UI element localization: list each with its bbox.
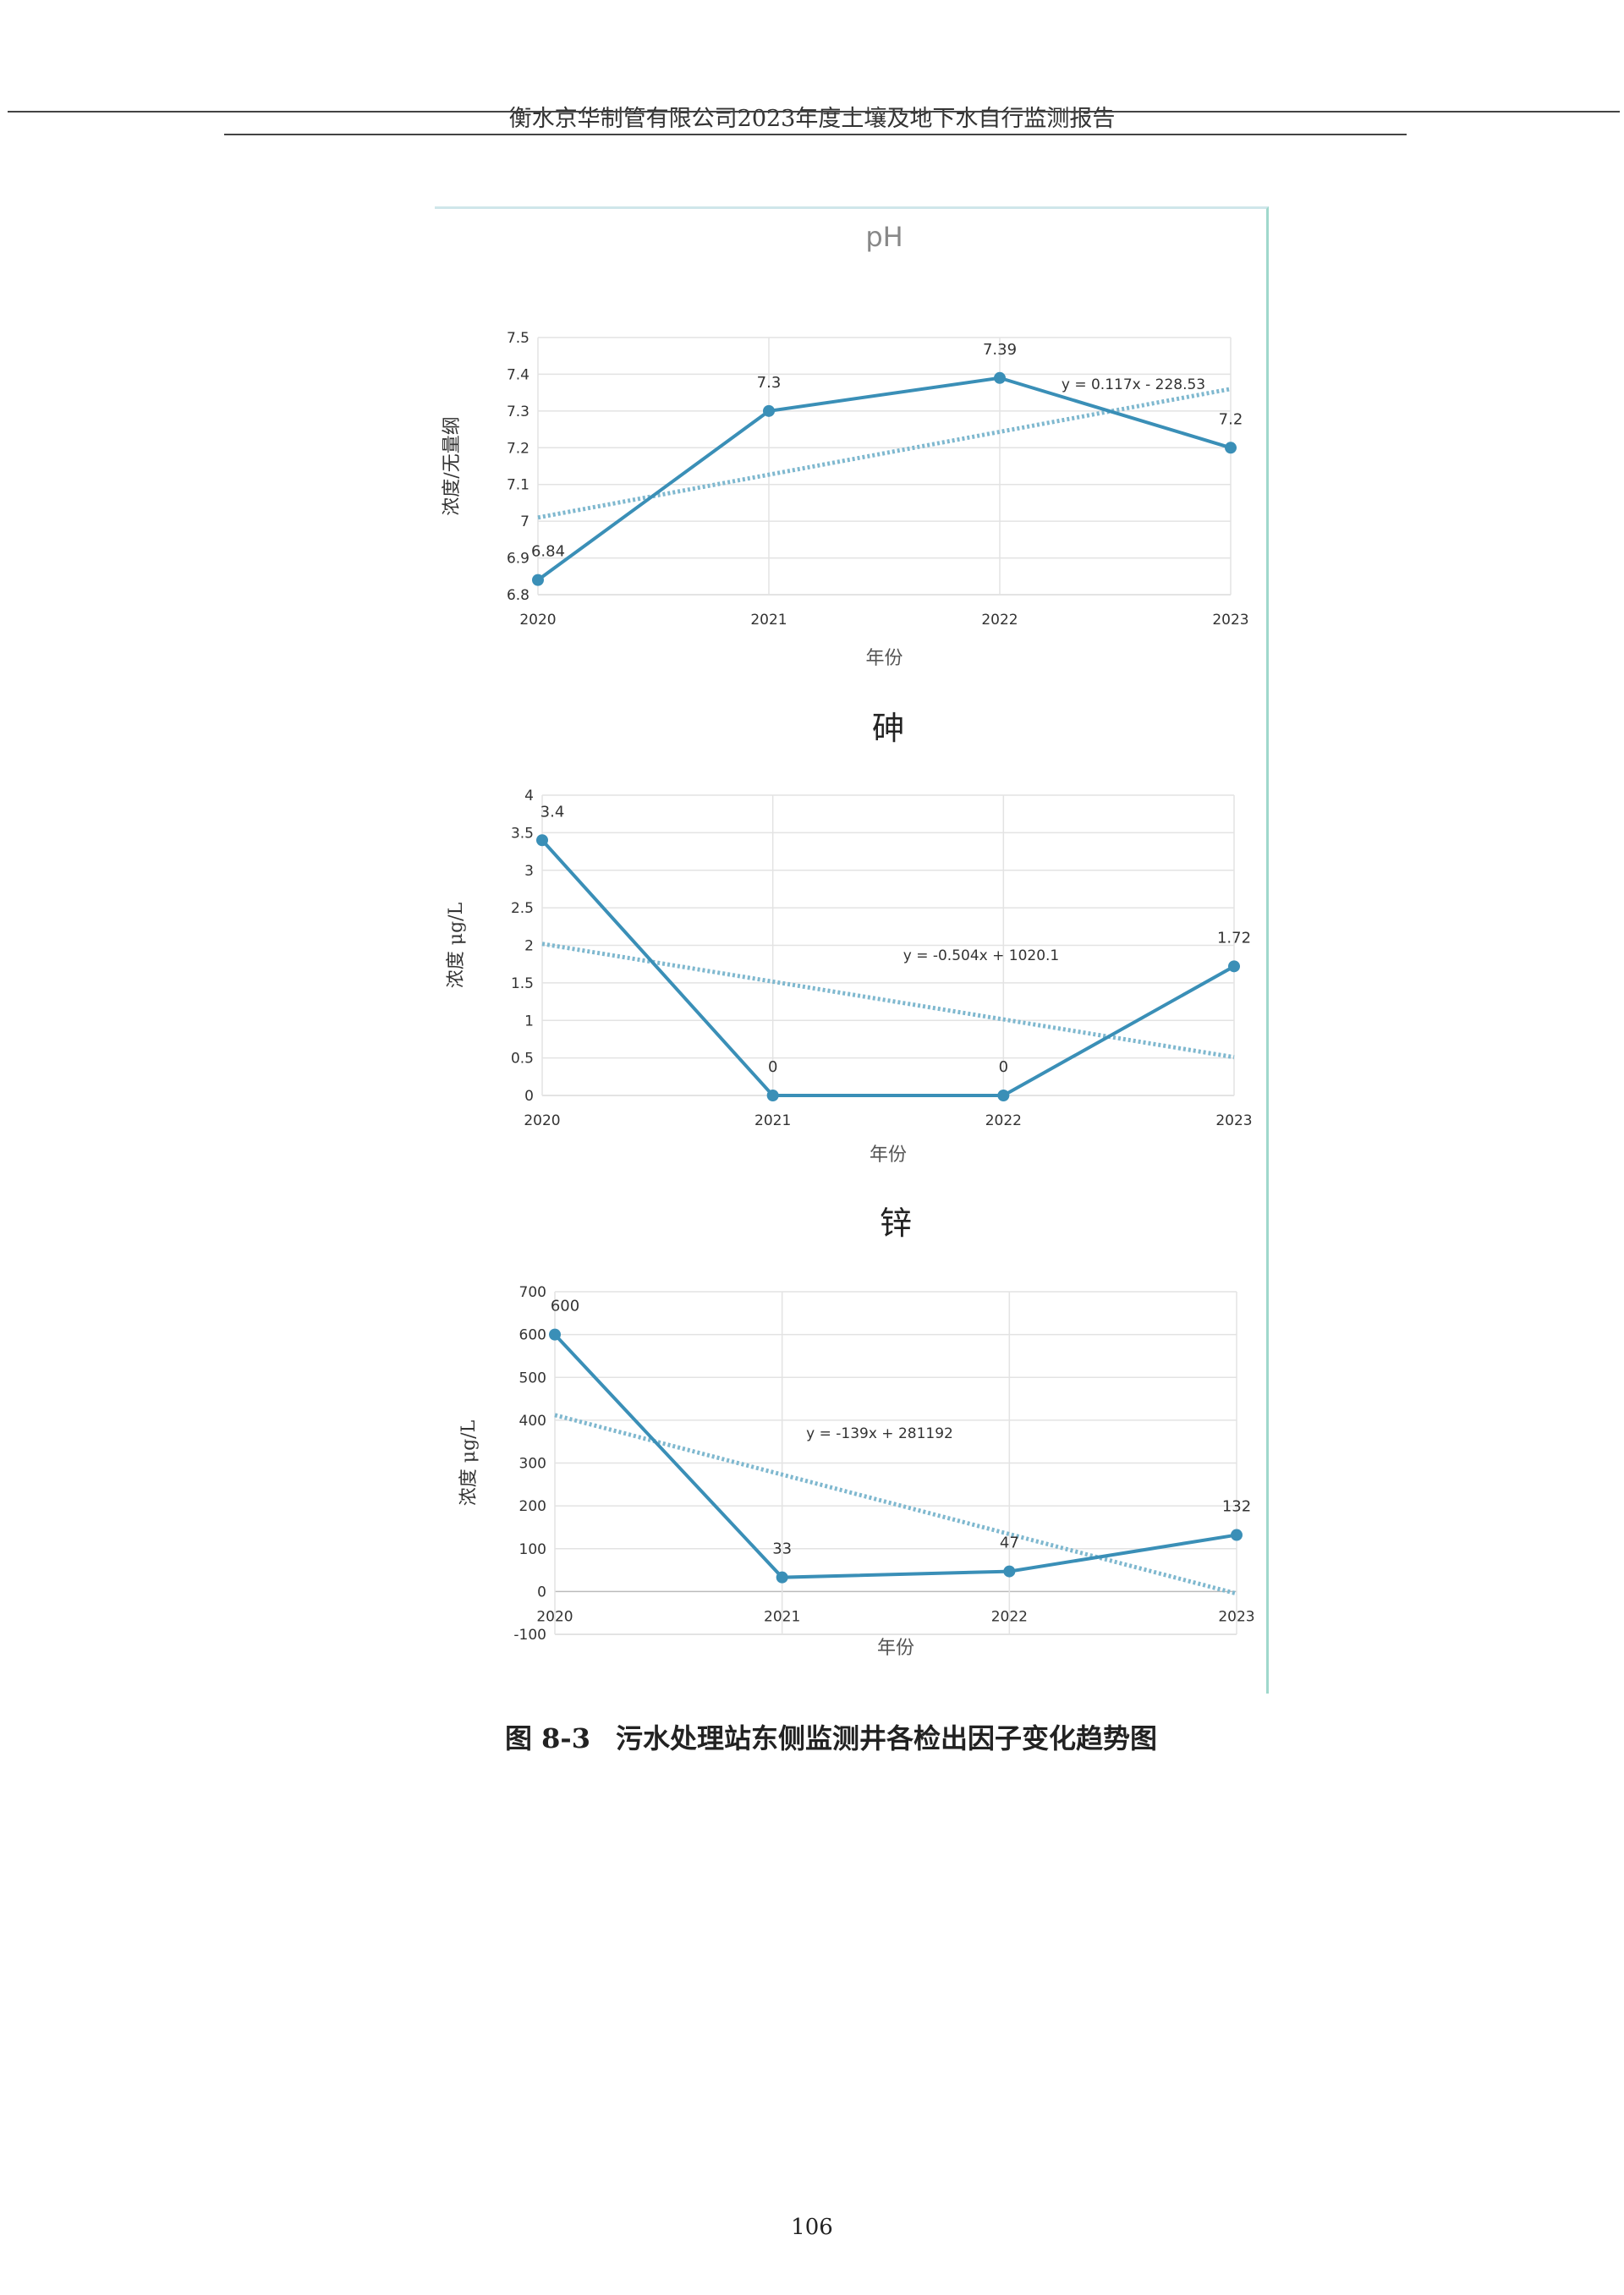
y-tick-label: 3 bbox=[524, 863, 534, 880]
y-tick-label: 7.4 bbox=[507, 366, 529, 383]
x-tick-label: 2021 bbox=[764, 1608, 800, 1625]
y-tick-label: 1 bbox=[524, 1013, 534, 1029]
y-axis-label: 浓度 μg/L bbox=[458, 1419, 480, 1506]
y-tick-label: 300 bbox=[519, 1456, 546, 1473]
trendline-equation: y = -139x + 281192 bbox=[806, 1425, 953, 1442]
figure-caption: 图 8-3 污水处理站东侧监测井各检出因子变化趋势图 bbox=[505, 1717, 1182, 1756]
y-tick-label: 0 bbox=[524, 1088, 534, 1105]
y-tick-label: 4 bbox=[524, 788, 534, 804]
x-tick-label: 2023 bbox=[1215, 1112, 1252, 1129]
data-point bbox=[532, 574, 544, 586]
data-label: 33 bbox=[772, 1540, 792, 1558]
trendline bbox=[541, 942, 1235, 1060]
y-tick-label: 0 bbox=[537, 1584, 546, 1600]
trend-charts: pH 6.8 6.9 7 7.1 7.2 7.3 7.4 7.5 2020 2021 2022 2023… bbox=[442, 221, 1255, 1659]
series-line bbox=[540, 838, 1235, 1097]
series-line bbox=[553, 1333, 1237, 1579]
data-point bbox=[766, 1090, 779, 1101]
data-point bbox=[763, 404, 775, 417]
data-label: 0 bbox=[768, 1058, 777, 1076]
trendline-equation: y = -0.504x + 1020.1 bbox=[903, 947, 1060, 964]
y-tick-label: 7.2 bbox=[507, 440, 529, 457]
header-rule-bottom bbox=[224, 134, 1407, 135]
x-tick-label: 2022 bbox=[985, 1112, 1022, 1129]
data-point bbox=[776, 1571, 788, 1584]
figure-frame bbox=[435, 206, 1269, 1694]
data-point bbox=[536, 834, 548, 847]
figure-caption-text: 污水处理站东侧监测井各检出因子变化趋势图 bbox=[615, 1722, 1157, 1754]
figure-number: 图 8-3 bbox=[505, 1722, 590, 1754]
data-label: 47 bbox=[1000, 1535, 1019, 1552]
page-number: 106 bbox=[791, 2215, 833, 2240]
x-tick-label: 2020 bbox=[519, 612, 556, 629]
y-tick-label: 100 bbox=[519, 1541, 546, 1558]
data-label: 6.84 bbox=[531, 543, 565, 561]
data-label: 7.3 bbox=[757, 374, 782, 392]
data-point bbox=[994, 371, 1006, 384]
y-axis-label: 浓度/无量纲 bbox=[442, 416, 463, 515]
x-axis-label: 年份 bbox=[877, 1638, 914, 1659]
report-header: 衡水京华制管有限公司2023年度土壤及地下水自行监测报告 bbox=[508, 106, 1116, 132]
data-label: 7.39 bbox=[983, 341, 1017, 359]
data-label: 600 bbox=[551, 1298, 579, 1315]
x-axis-label: 年份 bbox=[865, 648, 903, 669]
y-tick-label: 2.5 bbox=[511, 900, 534, 917]
data-label: 3.4 bbox=[540, 803, 565, 821]
trendline bbox=[537, 387, 1232, 520]
y-tick-label: 3.5 bbox=[511, 825, 534, 842]
y-tick-label: 6.9 bbox=[507, 551, 529, 568]
y-axis-label: 浓度 μg/L bbox=[446, 902, 467, 988]
data-label: 7.2 bbox=[1219, 410, 1243, 428]
trendline-equation: y = 0.117x - 228.53 bbox=[1062, 376, 1205, 393]
x-tick-label: 2023 bbox=[1212, 612, 1248, 629]
x-tick-label: 2023 bbox=[1218, 1608, 1254, 1625]
y-tick-label: 600 bbox=[519, 1327, 546, 1344]
x-tick-label: 2020 bbox=[524, 1112, 560, 1129]
y-tick-label: 7 bbox=[520, 513, 529, 530]
y-tick-label: 7.3 bbox=[507, 404, 529, 420]
x-axis-label: 年份 bbox=[870, 1145, 907, 1166]
header-rule-top bbox=[8, 111, 1620, 113]
x-tick-label: 2020 bbox=[536, 1608, 573, 1625]
data-label: 132 bbox=[1222, 1498, 1251, 1516]
chart-title: 锌 bbox=[880, 1205, 912, 1242]
data-point bbox=[1225, 442, 1237, 454]
y-tick-label: 200 bbox=[519, 1498, 546, 1515]
chart-title: pH bbox=[865, 221, 903, 253]
y-tick-label: 2 bbox=[524, 938, 534, 955]
y-tick-label: 7.1 bbox=[507, 477, 529, 494]
x-tick-label: 2021 bbox=[750, 612, 787, 629]
x-tick-label: 2022 bbox=[981, 612, 1018, 629]
y-tick-label: 7.5 bbox=[507, 330, 529, 347]
y-tick-label: 6.8 bbox=[507, 587, 529, 604]
chart-title: 砷 bbox=[872, 710, 904, 747]
y-tick-label: -100 bbox=[513, 1627, 546, 1644]
y-tick-label: 500 bbox=[519, 1370, 546, 1386]
data-label: 1.72 bbox=[1217, 929, 1251, 947]
y-tick-label: 400 bbox=[519, 1413, 546, 1430]
series-line bbox=[536, 376, 1232, 582]
y-tick-label: 700 bbox=[519, 1284, 546, 1301]
x-tick-label: 2022 bbox=[991, 1608, 1028, 1625]
data-point bbox=[1003, 1565, 1016, 1578]
y-tick-label: 1.5 bbox=[511, 975, 534, 992]
data-label: 0 bbox=[999, 1058, 1008, 1076]
data-point bbox=[1231, 1529, 1243, 1541]
y-tick-label: 0.5 bbox=[511, 1051, 534, 1068]
trendline bbox=[554, 1413, 1237, 1596]
x-tick-label: 2021 bbox=[754, 1112, 791, 1129]
data-point bbox=[1228, 960, 1240, 973]
data-point bbox=[997, 1090, 1010, 1101]
data-point bbox=[549, 1328, 561, 1341]
